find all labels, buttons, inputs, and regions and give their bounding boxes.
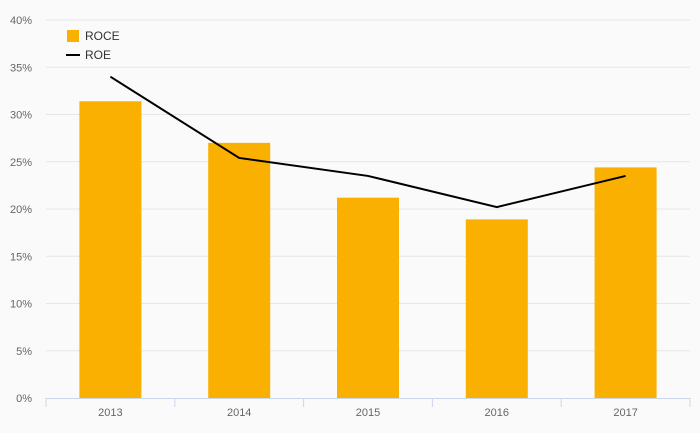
point-roe-2013[interactable] [106,73,114,81]
y-axis-tick-labels: 0% 5% 10% 15% 20% 25% 30% 35% 40% [10,15,32,405]
y-tick-label: 25% [10,157,32,169]
y-tick-label: 10% [10,299,32,311]
y-tick-label: 20% [10,204,32,216]
x-tick-label: 2013 [98,407,122,419]
x-tick-label: 2017 [613,407,637,419]
bar-roce-2015[interactable] [337,197,399,398]
legend-label-roce: ROCE [85,29,120,43]
point-roe-2016[interactable] [493,203,501,211]
bar-roce-2013[interactable] [79,101,142,399]
y-tick-label: 5% [16,346,32,358]
bar-roce-2017[interactable] [594,167,657,398]
y-tick-label: 15% [10,251,32,263]
x-tick-label: 2016 [485,407,509,419]
legend-label-roe: ROE [85,48,111,62]
point-roe-2017[interactable] [622,172,630,180]
point-roe-2015[interactable] [364,172,372,180]
y-tick-label: 0% [16,393,32,405]
y-tick-label: 35% [10,62,32,74]
roe-line-series [106,73,630,211]
bar-roce-2014[interactable] [208,142,271,398]
roce-bars [79,101,657,399]
y-tick-label: 40% [10,15,32,27]
legend-item-roce[interactable]: ROCE [67,29,120,43]
bar-roce-2016[interactable] [465,219,528,398]
point-roe-2014[interactable] [235,154,243,162]
legend-swatch-roce [67,30,79,42]
roe-line[interactable] [109,75,626,209]
y-tick-label: 30% [10,110,32,122]
x-axis: 2013 2014 2015 2016 2017 [45,398,691,419]
legend[interactable]: ROCE ROE [66,29,120,62]
x-tick-label: 2014 [227,407,251,419]
x-tick-label: 2015 [356,407,380,419]
legend-item-roe[interactable]: ROE [66,48,111,62]
